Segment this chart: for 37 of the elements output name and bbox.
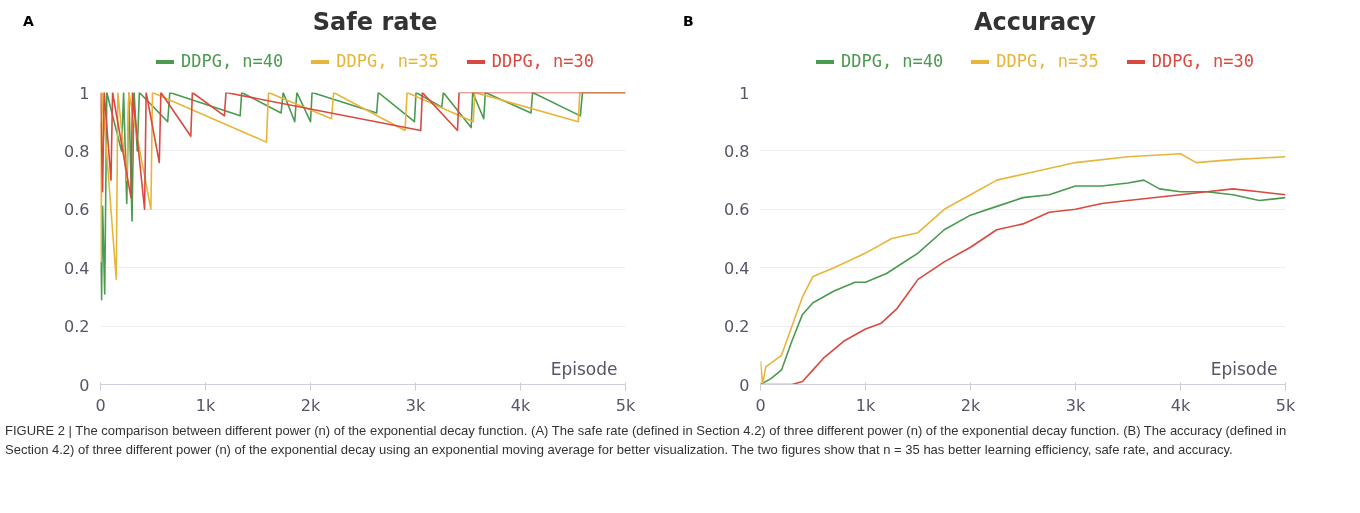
x-tick-label: 1k	[195, 395, 216, 415]
legend-label: DDPG, n=40	[839, 51, 944, 71]
chart-title: Safe rate	[312, 7, 438, 38]
text: B	[683, 12, 694, 31]
legend-label: DDPG, n=35	[995, 51, 1099, 71]
x-tick-label: 2k	[300, 395, 321, 415]
y-tick-label: 0.8	[724, 141, 750, 161]
x-tick-label: 0	[95, 395, 106, 415]
y-tick-label: 0.6	[64, 200, 90, 220]
legend-label: DDPG, n=35	[335, 51, 439, 71]
y-tick-label: 1	[79, 83, 90, 103]
chart-title: Accuracy	[973, 7, 1096, 38]
legend-label: DDPG, n=30	[1150, 51, 1255, 71]
y-tick-label: 0	[739, 375, 750, 395]
caption: FIGURE 2 | The comparison between different power (n) of the exponential decay function. (A) The safe rate (defined in Section 4.2) of three different power (n) of the exponential decay function. (B) The accuracy (defined in Section 4.2) of three different power (n) of the exponential decay using an exponential moving average for better visualization. The two figures show that n = 35 has better learning efficiency, safe rate, and accuracy.	[5, 422, 1288, 459]
x-tick-label: 3k	[405, 395, 426, 415]
legend-label: DDPG, n=40	[179, 51, 284, 71]
y-tick-label: 0.4	[64, 258, 90, 278]
x-axis-title: Episode	[550, 358, 618, 379]
x-tick-label: 5k	[615, 395, 636, 415]
y-tick-label: 0.2	[724, 317, 750, 337]
x-tick-label: 4k	[510, 395, 531, 415]
y-tick-label: 1	[739, 83, 750, 103]
y-tick-label: 0.4	[724, 258, 750, 278]
text: A	[23, 12, 34, 31]
x-tick-label: 5k	[1275, 395, 1296, 415]
y-tick-label: 0	[79, 375, 90, 395]
y-tick-label: 0.8	[64, 141, 90, 161]
x-tick-label: 2k	[960, 395, 981, 415]
legend-label: DDPG, n=30	[490, 51, 595, 71]
x-tick-label: 3k	[1065, 395, 1086, 415]
x-axis-title: Episode	[1210, 358, 1278, 379]
x-tick-label: 1k	[855, 395, 876, 415]
x-tick-label: 4k	[1170, 395, 1191, 415]
x-tick-label: 0	[755, 395, 766, 415]
y-tick-label: 0.2	[64, 317, 90, 337]
y-tick-label: 0.6	[724, 200, 750, 220]
